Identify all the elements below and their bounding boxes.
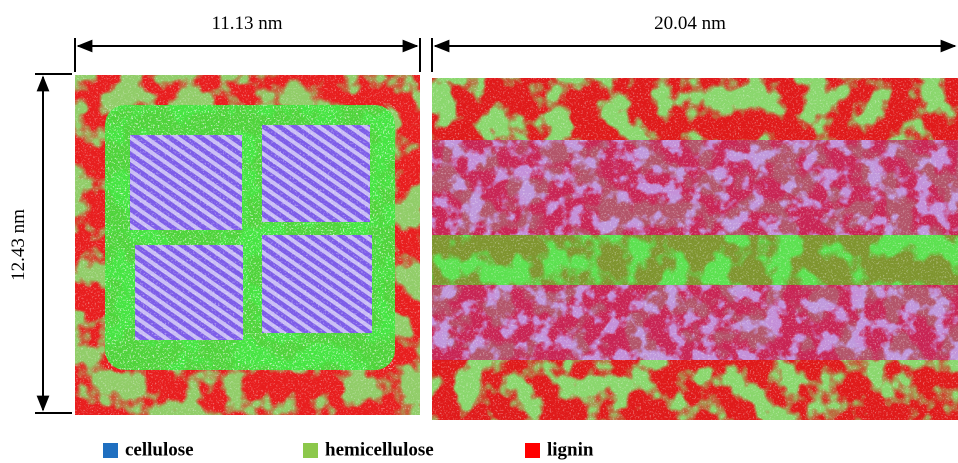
width-label: 11.13 nm xyxy=(211,13,282,34)
legend-swatch xyxy=(303,443,318,458)
figure: 11.13 nm 20.04 nm 12.43 nm cellulose hemi… xyxy=(0,0,958,463)
cross-section-image xyxy=(75,75,420,415)
legend-label: hemicellulose xyxy=(325,439,434,460)
legend: cellulose hemicellulose lignin xyxy=(103,439,594,460)
legend-label: cellulose xyxy=(125,439,194,460)
legend-label: lignin xyxy=(547,439,594,460)
height-label: 12.43 nm xyxy=(8,209,29,281)
legend-swatch xyxy=(525,443,540,458)
legend-swatch xyxy=(103,443,118,458)
longitudinal-image xyxy=(432,78,958,420)
width-label: 20.04 nm xyxy=(654,13,726,34)
